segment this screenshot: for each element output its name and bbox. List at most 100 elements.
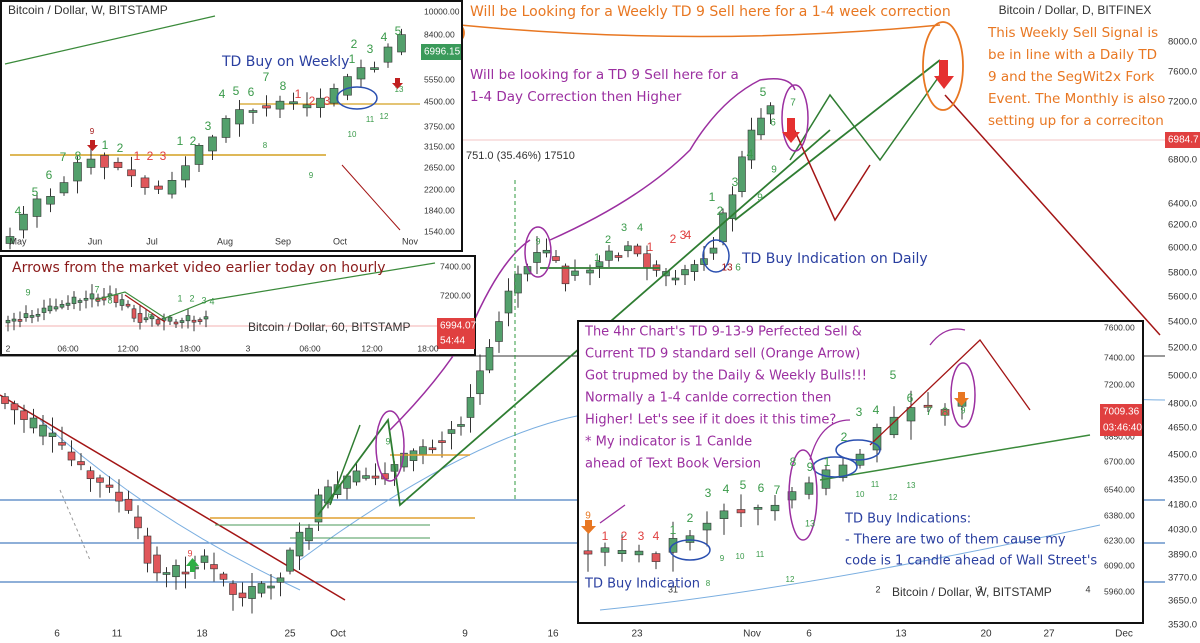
td-count: 4 — [685, 228, 692, 242]
candle — [542, 249, 551, 254]
time-tick-label: 11 — [112, 629, 123, 640]
td-count: 1 — [670, 523, 677, 537]
candle — [757, 117, 765, 136]
price-tick-label: 4180.0 — [1168, 500, 1197, 511]
candle — [248, 586, 256, 599]
td-count: 4 — [381, 30, 388, 44]
td-count: 9 — [720, 554, 725, 563]
sell-arrow — [782, 118, 800, 143]
candle — [127, 169, 136, 177]
arrow-drawing — [734, 59, 941, 221]
candle — [131, 308, 137, 319]
candle — [595, 261, 604, 267]
candle — [32, 198, 42, 217]
annotation: be in line with a Daily TD — [988, 47, 1157, 63]
td-count: 3 — [367, 42, 374, 56]
td-count: 2 — [841, 430, 848, 444]
candle — [600, 547, 610, 553]
candle — [633, 245, 642, 255]
highlight-circle — [922, 21, 964, 111]
price-tick-label: 4350.0 — [1168, 475, 1197, 486]
measure-label: 751.0 (35.46%) 17510 — [466, 150, 575, 162]
price-tick-label: 5600.0 — [1168, 292, 1197, 303]
annotation: Will be Looking for a Weekly TD 9 Sell h… — [470, 4, 951, 20]
td-count: 2 — [670, 232, 677, 246]
candle — [194, 145, 204, 165]
candle — [71, 296, 77, 304]
candle — [766, 105, 775, 115]
candle — [504, 290, 513, 314]
price-tick-label: 4500.0 — [1168, 450, 1197, 461]
candle — [221, 118, 231, 138]
td-count: 9 — [535, 236, 540, 246]
highlight-circle — [950, 362, 976, 428]
candle — [728, 194, 737, 219]
sell-arrow — [392, 78, 403, 89]
td-count: 5 — [740, 478, 747, 492]
td-count: 10 — [856, 490, 865, 499]
weekly-panel — [0, 0, 463, 252]
td-count: 13 — [395, 85, 404, 94]
time-tick-label: Aug — [217, 236, 233, 246]
candle — [140, 177, 150, 188]
td-count: 2 — [189, 293, 194, 303]
td-count: 4 — [637, 222, 643, 234]
price-tick-label: 4650.0 — [1168, 423, 1197, 434]
candle — [651, 553, 661, 562]
candle — [671, 277, 680, 281]
candle — [73, 162, 82, 182]
price-tick-label: 3150.00 — [424, 141, 455, 151]
td-count: 11 — [756, 550, 765, 559]
annotation: - There are two of them cause my — [845, 533, 1066, 548]
candle — [48, 432, 57, 437]
time-tick-label: 13 — [895, 629, 907, 640]
candle — [149, 315, 155, 320]
time-tick-label: 6 — [54, 629, 60, 640]
td-count: 2 — [717, 204, 724, 218]
annotation: Higher! Let's see if it does it this tim… — [585, 413, 836, 428]
candle — [747, 129, 756, 161]
candle — [514, 273, 522, 294]
td-count: 1 — [102, 138, 109, 152]
price-tick-label: 7200.00 — [1104, 379, 1135, 389]
candle — [96, 477, 104, 483]
annotation: 9 and the SegWit2x Fork — [988, 69, 1155, 85]
td-count: 1 — [824, 455, 831, 469]
candle — [495, 321, 503, 342]
price-tick-label: 7200.00 — [440, 290, 471, 300]
price-tick-label: 8000.0 — [1168, 37, 1197, 48]
candle — [143, 317, 149, 321]
td-count: 4 — [15, 204, 22, 218]
td-count: 9 — [90, 127, 95, 136]
four-hour-axis — [1100, 323, 1142, 608]
annotation: The 4hr Chart's TD 9-13-9 Perfected Sell… — [584, 325, 862, 340]
candle — [614, 255, 623, 258]
candle — [219, 573, 228, 580]
candle — [923, 404, 933, 408]
annotation: This Weekly Sell Signal is — [987, 25, 1158, 41]
price-tick-label: 7600.00 — [1104, 322, 1135, 332]
td-count: 2 — [351, 37, 358, 51]
td-count: 10 — [736, 552, 745, 561]
candle — [552, 256, 560, 261]
candle — [113, 161, 123, 168]
time-tick-label: 3 — [246, 343, 251, 353]
candle — [419, 446, 427, 455]
candle — [47, 305, 53, 312]
td-count: 2 — [190, 134, 197, 148]
time-tick-label: 18 — [196, 629, 208, 640]
td-count: 1 — [349, 52, 356, 66]
time-tick-label: 6 — [806, 629, 812, 640]
last-price: 6994.07 — [440, 321, 477, 332]
candle — [17, 319, 23, 322]
candle — [203, 316, 209, 320]
td-count: 7 — [926, 404, 933, 418]
price-tick-label: 7600.0 — [1168, 67, 1197, 78]
td-count: 2 — [621, 529, 628, 543]
td-count: 8 — [75, 149, 82, 163]
td-count: 9 — [187, 548, 192, 558]
candle — [162, 572, 171, 575]
candle — [125, 303, 131, 307]
candle — [485, 347, 494, 371]
td-count: 4 — [747, 147, 754, 161]
